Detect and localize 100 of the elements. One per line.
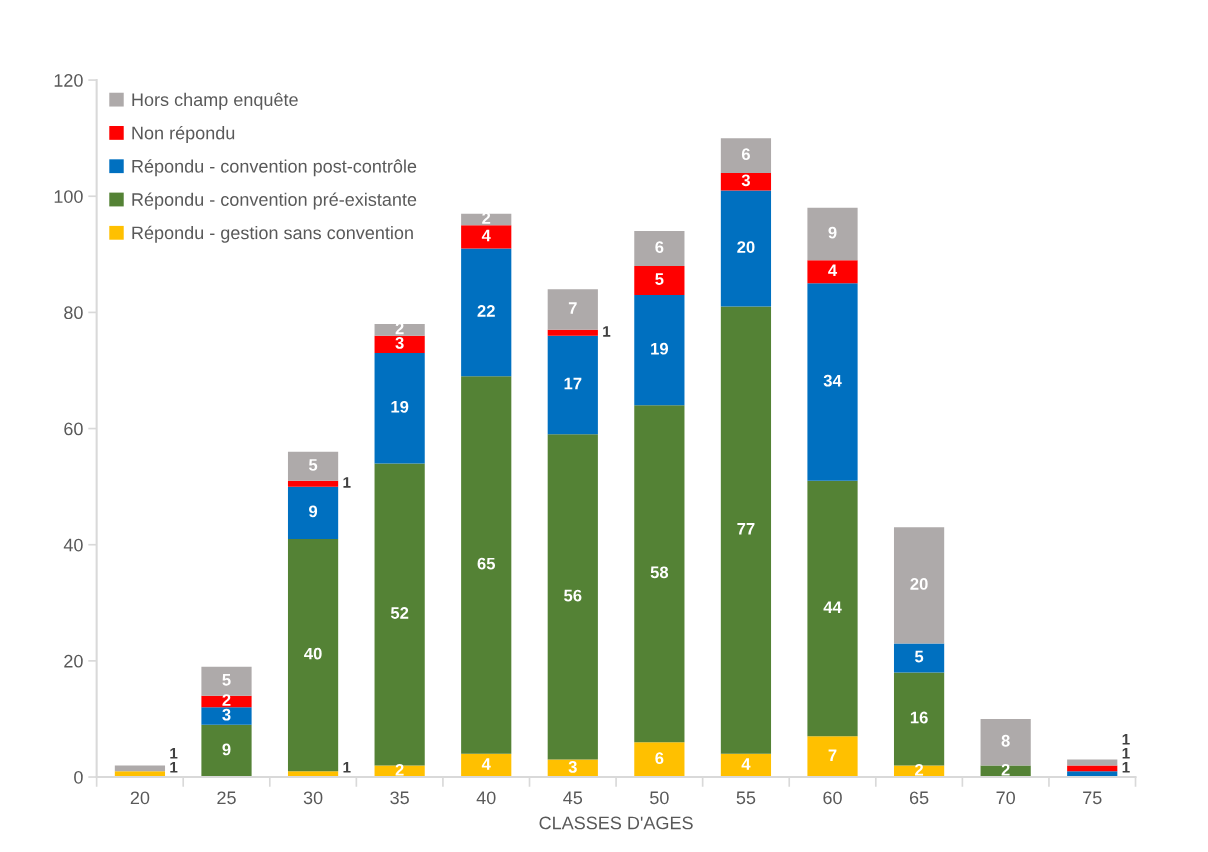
bar: [634, 742, 685, 778]
y-tick-label: 40: [63, 538, 83, 552]
legend-label: Répondu - gestion sans convention: [132, 225, 413, 243]
bar: [287, 538, 339, 772]
data-label: 58: [650, 566, 669, 579]
bar: [547, 335, 598, 435]
bar: [461, 376, 512, 754]
bar: [807, 260, 858, 284]
bar: [634, 294, 685, 406]
x-tick-label: 25: [217, 791, 236, 805]
data-label: 4: [828, 264, 838, 277]
bar: [201, 707, 252, 725]
data-label: 1: [170, 748, 178, 759]
bar: [114, 765, 166, 772]
bar: [461, 753, 512, 778]
data-label: 56: [564, 589, 582, 602]
data-label: 3: [222, 708, 231, 721]
data-label: 2: [915, 763, 924, 776]
bar: [807, 480, 858, 737]
bar: [287, 451, 339, 481]
data-label: 9: [222, 743, 231, 756]
bar: [374, 324, 425, 336]
x-axis-title: CLASSES D'AGES: [539, 816, 693, 830]
x-tick-label: 30: [303, 791, 323, 805]
data-label: 5: [222, 674, 231, 686]
y-tick-label: 80: [64, 306, 83, 320]
bar: [1067, 765, 1118, 772]
bar: [893, 672, 945, 766]
bar: [980, 718, 1031, 766]
data-label: 44: [823, 601, 842, 613]
data-label: 20: [910, 578, 928, 590]
bar: [720, 138, 772, 174]
x-tick-label: 45: [563, 791, 583, 805]
data-label: 17: [564, 377, 582, 390]
bar: [807, 736, 858, 778]
data-label: 7: [568, 302, 577, 314]
bar: [807, 283, 858, 481]
bar: [547, 289, 598, 330]
legend-label: Hors champ enquête: [132, 92, 298, 110]
data-label: 1: [603, 326, 611, 337]
x-tick-label: 75: [1083, 791, 1102, 805]
bar: [374, 353, 425, 464]
y-tick-label: 0: [74, 770, 83, 784]
data-label: 6: [655, 752, 664, 765]
bar: [287, 486, 339, 539]
data-label: 1: [1122, 734, 1130, 745]
bar: [893, 527, 945, 644]
bar: [634, 405, 685, 743]
bar: [634, 231, 685, 266]
bar: [720, 306, 772, 754]
x-tick-label: 55: [736, 791, 756, 805]
data-label: 5: [655, 273, 664, 285]
bar: [807, 207, 858, 261]
bar: [461, 248, 512, 377]
data-label: 6: [741, 148, 750, 161]
bar: [461, 225, 512, 249]
bar: [720, 190, 772, 307]
data-label: 20: [737, 241, 755, 253]
bar: [374, 335, 425, 354]
bar: [720, 753, 772, 778]
legend-label: Répondu - convention pré-existante: [132, 192, 417, 210]
data-label: 7: [828, 749, 837, 762]
data-label: 2: [395, 763, 404, 776]
bar: [893, 643, 945, 673]
bar: [374, 463, 425, 766]
x-tick-label: 65: [909, 791, 929, 805]
data-label: 9: [828, 226, 837, 239]
data-label: 1: [170, 762, 178, 773]
y-tick-label: 120: [54, 74, 83, 87]
data-label: 19: [651, 342, 669, 355]
data-label: 16: [910, 711, 928, 724]
y-tick-label: 60: [64, 422, 83, 436]
bar: [201, 724, 252, 778]
data-label: 19: [391, 400, 409, 413]
data-label: 1: [1122, 762, 1130, 773]
data-label: 3: [568, 760, 577, 773]
data-label: 40: [304, 647, 322, 660]
data-label: 2: [222, 694, 231, 706]
bar: [720, 173, 772, 191]
bar: [287, 480, 339, 487]
data-label: 6: [655, 241, 664, 253]
x-tick-label: 35: [390, 791, 409, 805]
data-label: 1: [343, 477, 351, 488]
bar: [547, 329, 598, 336]
x-tick-label: 50: [650, 791, 669, 805]
bar: [634, 265, 685, 295]
legend-label: Répondu - convention post-contrôle: [132, 159, 417, 177]
y-tick-label: 20: [64, 654, 83, 668]
data-label: 5: [308, 459, 318, 471]
data-label: 34: [823, 374, 842, 387]
legend-label: Non répondu: [132, 125, 235, 143]
data-label: 4: [481, 758, 491, 770]
data-label: 3: [395, 337, 404, 349]
data-label: 4: [481, 229, 491, 242]
bar: [547, 434, 598, 760]
x-tick-label: 40: [476, 791, 496, 805]
data-label: 52: [390, 607, 409, 619]
data-label: 77: [737, 523, 755, 535]
data-label: 22: [477, 305, 495, 317]
x-tick-label: 20: [130, 791, 150, 805]
